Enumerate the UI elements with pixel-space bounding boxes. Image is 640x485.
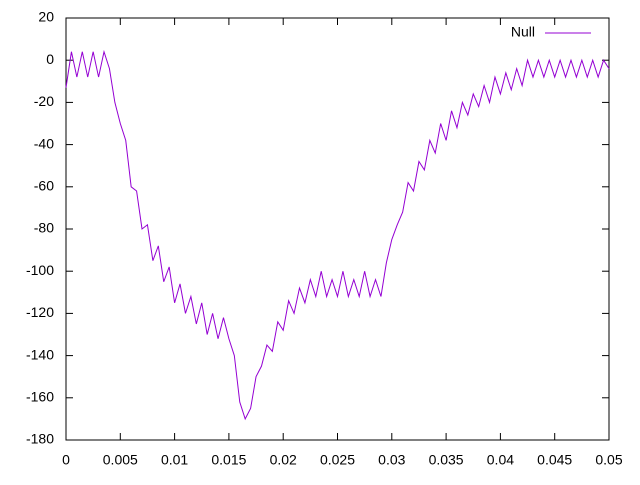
- x-tick-label: 0.045: [537, 452, 572, 468]
- y-tick-label: -100: [26, 262, 54, 278]
- y-tick-label: -20: [34, 93, 54, 109]
- y-tick-label: -160: [26, 389, 54, 405]
- x-tick-label: 0.02: [270, 452, 297, 468]
- y-tick-label: -180: [26, 431, 54, 447]
- legend-label: Null: [511, 24, 535, 40]
- y-tick-label: 0: [46, 51, 54, 67]
- x-tick-label: 0.03: [378, 452, 405, 468]
- x-tick-label: 0.005: [103, 452, 138, 468]
- x-tick-label: 0.05: [595, 452, 622, 468]
- x-tick-label: 0.035: [429, 452, 464, 468]
- y-tick-label: 20: [38, 9, 54, 25]
- y-tick-label: -120: [26, 304, 54, 320]
- x-tick-label: 0: [62, 452, 70, 468]
- series-line: [65, 49, 610, 421]
- x-tick-label: 0.025: [320, 452, 355, 468]
- plot-frame: [65, 17, 610, 441]
- x-tick-label: 0.01: [161, 452, 188, 468]
- y-tick-label: -40: [34, 135, 54, 151]
- y-tick-label: -60: [34, 178, 54, 194]
- y-tick-label: -80: [34, 220, 54, 236]
- x-tick-label: 0.015: [211, 452, 246, 468]
- y-tick-label: -140: [26, 346, 54, 362]
- x-tick-label: 0.04: [487, 452, 514, 468]
